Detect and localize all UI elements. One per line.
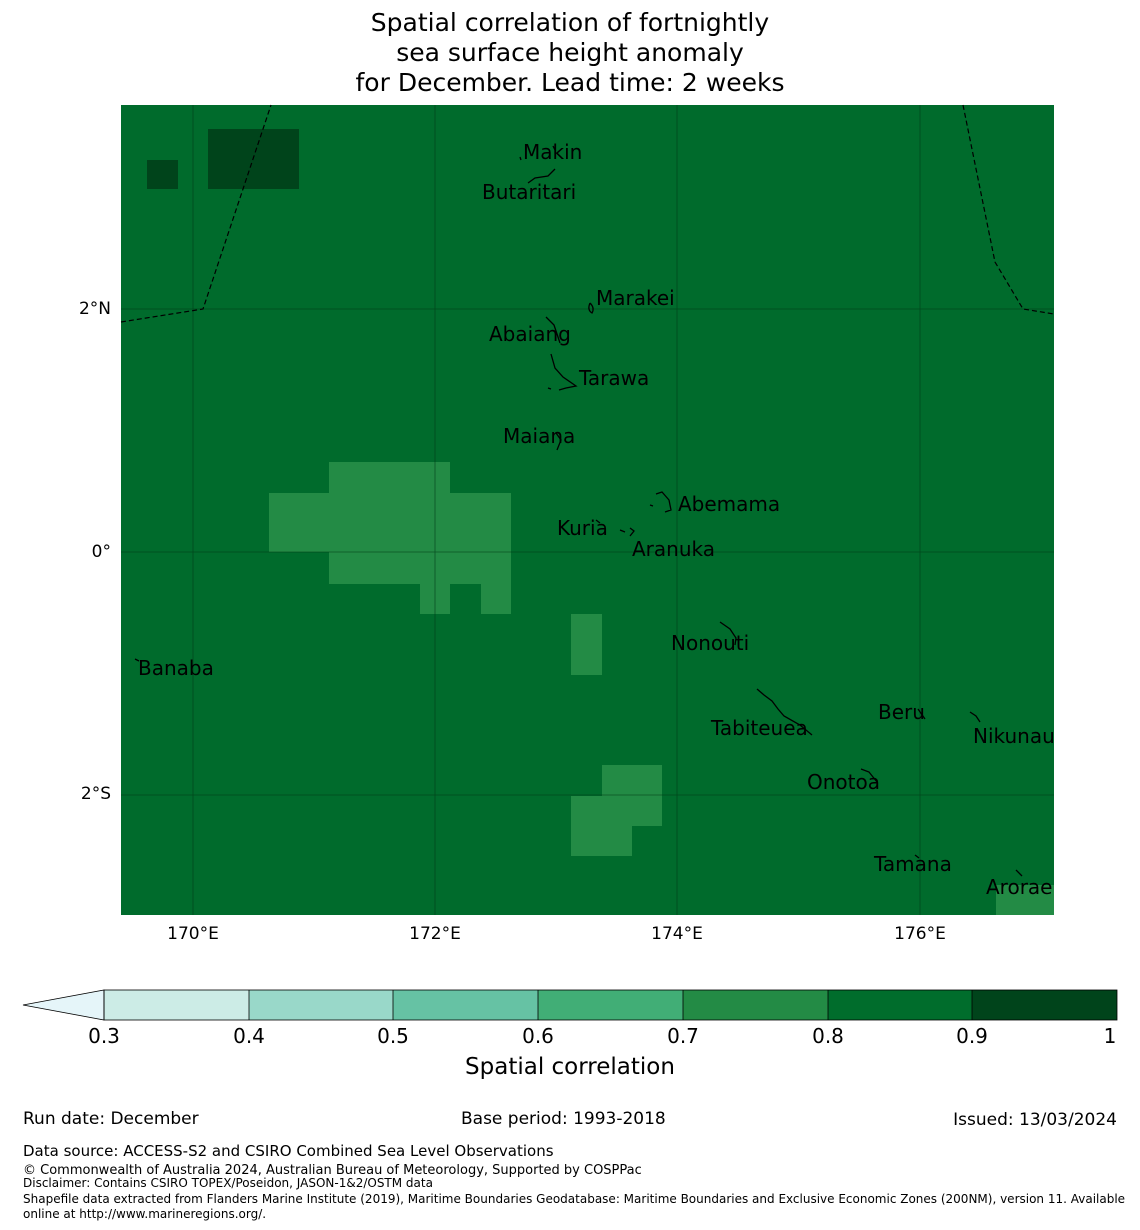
cell-light-8 [571,796,632,856]
place-marakei: Marakei [596,286,675,310]
place-onotoa: Onotoa [807,770,880,794]
colorbar-label: Spatial correlation [465,1054,675,1080]
place-nonouti: Nonouti [671,631,750,655]
cell-light-5 [481,584,511,614]
island-banaba [134,658,140,662]
island-tabiteuea [756,688,813,736]
eez-boundary-east [962,104,1055,315]
map-title: Spatial correlation of fortnightly sea s… [0,8,1140,98]
place-tamana: Tamana [874,852,952,876]
run-date: Run date: December [23,1109,199,1129]
lat-label-2s: 2°S [80,784,111,804]
lon-label-174: 174°E [651,924,703,944]
colorbar-tick-0-5: 0.5 [377,1024,409,1048]
lat-label-2n: 2°N [78,299,111,319]
disclaimer: Disclaimer: Contains CSIRO TOPEX/Poseido… [23,1176,433,1190]
lat-label-0: 0° [91,542,111,562]
cell-light-6 [571,614,602,675]
place-butaritari: Butaritari [482,180,577,204]
base-period: Base period: 1993-2018 [461,1109,666,1129]
title-line-3: for December. Lead time: 2 weeks [355,68,785,97]
island-abaiang [545,316,561,344]
place-kuria: Kuria [557,516,608,540]
place-abaiang: Abaiang [489,322,571,346]
shapefile-credit-line-1: Shapefile data extracted from Flanders M… [23,1192,1126,1206]
issued-date: Issued: 13/03/2024 [953,1110,1117,1130]
colorbar-tick-0-6: 0.6 [522,1024,554,1048]
colorbar-tick-0-7: 0.7 [667,1024,699,1048]
place-tarawa: Tarawa [579,366,650,390]
island-makin [519,145,556,161]
eez-boundary-west [120,104,272,323]
island-outlines [134,145,1023,877]
island-tarawa [547,353,578,391]
island-abemama [649,491,672,513]
gridlines [121,105,1054,915]
island-marakei [588,302,594,314]
island-tamana [914,854,920,859]
island-beru [917,708,926,720]
island-butaritari [527,168,556,184]
cell-dark-1 [147,160,178,189]
title-line-1: Spatial correlation of fortnightly [370,8,770,37]
data-source: Data source: ACCESS-S2 and CSIRO Combine… [23,1142,554,1160]
map-background [121,105,1054,915]
island-aranuka [619,527,635,537]
island-arorae [1015,869,1023,877]
shapefile-credit-line-2: online at http://www.marineregions.org/. [23,1207,267,1221]
eez-boundaries [120,104,1055,323]
lon-label-176: 176°E [894,924,946,944]
colorbar-tick-0-4: 0.4 [233,1024,265,1048]
island-kuria [595,519,601,524]
copyright: © Commonwealth of Australia 2024, Austra… [23,1163,642,1178]
colorbar-tick-0-8: 0.8 [812,1024,844,1048]
island-maiana [555,432,562,451]
place-nikunau: Nikunau [973,724,1055,748]
place-makin: Makin [523,140,583,164]
lon-label-172: 172°E [409,924,461,944]
title-line-2: sea surface height anomaly [396,38,744,67]
place-abemama: Abemama [678,492,781,516]
place-banaba: Banaba [138,656,214,680]
colorbar-tick-0-9: 0.9 [956,1024,988,1048]
cell-light-1 [329,462,450,493]
cell-light-9 [996,885,1054,915]
island-nonouti [719,621,737,646]
cell-light-2 [269,493,511,552]
place-arorae: Arorae [986,875,1053,899]
island-nikunau [969,711,981,723]
place-tabiteuea: Tabiteuea [711,716,808,740]
colorbar-tick-1: 1 [1103,1024,1117,1048]
colorbar-tick-0-3: 0.3 [88,1024,120,1048]
lon-label-170: 170°E [167,924,219,944]
place-aranuka: Aranuka [632,537,715,561]
cell-light-3 [329,552,511,584]
place-beru: Beru [878,700,925,724]
island-onotoa [860,768,878,783]
correlation-cells [147,129,1054,915]
place-maiana: Maiana [503,424,576,448]
